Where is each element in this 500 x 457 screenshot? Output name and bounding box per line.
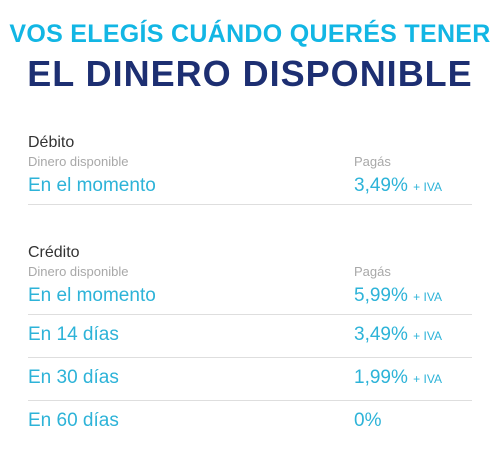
- rate-cell: 0%: [354, 401, 381, 441]
- rate-value: 3,49%: [354, 175, 408, 196]
- col-label-pagas: Pagás: [354, 154, 391, 169]
- col-label-pagas: Pagás: [354, 264, 391, 279]
- availability-cell: En el momento: [28, 285, 156, 306]
- table-row: En 30 días 1,99% + IVA: [28, 358, 472, 401]
- table-row: En 14 días 3,49% + IVA: [28, 315, 472, 358]
- iva-suffix: + IVA: [413, 290, 442, 304]
- availability-cell: En 60 días: [28, 410, 119, 431]
- table-row: En 60 días 0%: [28, 401, 472, 443]
- iva-suffix: + IVA: [413, 329, 442, 343]
- col-label-dinero: Dinero disponible: [28, 264, 129, 279]
- col-label-dinero: Dinero disponible: [28, 154, 129, 169]
- availability-cell: En 30 días: [28, 367, 119, 388]
- rate-value: 5,99%: [354, 285, 408, 306]
- table-row: En el momento 3,49% + IVA: [28, 172, 472, 205]
- headline-top: VOS ELEGÍS CUÁNDO QUERÉS TENER: [9, 20, 491, 48]
- debito-title: Débito: [28, 134, 75, 151]
- rate-value: 3,49%: [354, 324, 408, 345]
- credito-section: Crédito Dinero disponible Pagás En el mo…: [28, 242, 472, 443]
- rate-cell: 5,99% + IVA: [354, 282, 442, 311]
- availability-cell: En 14 días: [28, 324, 119, 345]
- table-row: En el momento 5,99% + IVA: [28, 282, 472, 315]
- iva-suffix: + IVA: [413, 180, 442, 194]
- iva-suffix: + IVA: [413, 372, 442, 386]
- headline-main: EL DINERO DISPONIBLE: [27, 53, 473, 94]
- debito-section: Débito Dinero disponible Pagás En el mom…: [28, 132, 472, 205]
- rate-value: 0%: [354, 410, 382, 431]
- rate-cell: 1,99% + IVA: [354, 358, 442, 399]
- rate-cell: 3,49% + IVA: [354, 172, 442, 201]
- credito-column-labels: Dinero disponible Pagás: [28, 264, 472, 282]
- rate-cell: 3,49% + IVA: [354, 315, 442, 356]
- rate-value: 1,99%: [354, 367, 408, 388]
- debito-column-labels: Dinero disponible Pagás: [28, 154, 472, 172]
- credito-title: Crédito: [28, 244, 80, 261]
- availability-cell: En el momento: [28, 175, 156, 196]
